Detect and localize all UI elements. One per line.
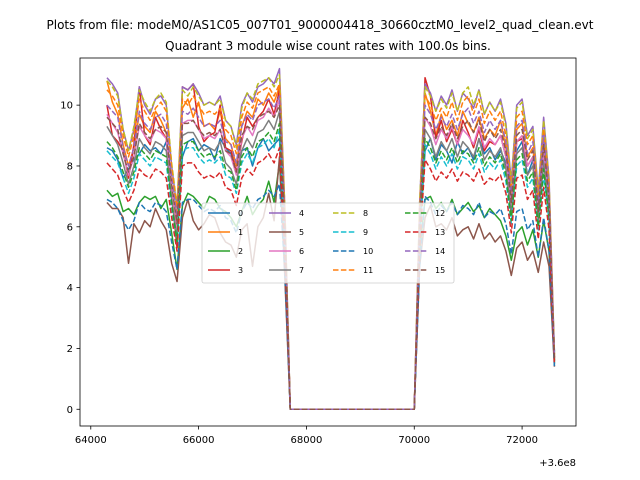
- x-offset-label: +3.6e8: [539, 458, 576, 469]
- y-tick-label: 8: [67, 161, 73, 172]
- legend-label-15: 15: [435, 266, 445, 275]
- y-tick-label: 6: [67, 222, 73, 233]
- legend-label-1: 1: [238, 228, 243, 237]
- figure-suptitle: Plots from file: modeM0/AS1C05_007T01_90…: [47, 18, 594, 32]
- series-group: [106, 67, 556, 411]
- series-line-15: [106, 104, 556, 411]
- chart-title: Quadrant 3 module wise count rates with …: [165, 39, 491, 53]
- legend-label-3: 3: [238, 266, 243, 275]
- y-tick-label: 4: [67, 283, 73, 294]
- legend-label-0: 0: [238, 209, 243, 218]
- legend-label-5: 5: [299, 228, 304, 237]
- legend-label-9: 9: [363, 228, 368, 237]
- x-tick-label: 70000: [398, 435, 430, 446]
- x-tick-label: 72000: [506, 435, 538, 446]
- legend-label-2: 2: [238, 247, 243, 256]
- legend-label-12: 12: [435, 209, 445, 218]
- x-tick-label: 66000: [183, 435, 215, 446]
- legend-label-7: 7: [299, 266, 304, 275]
- legend-label-10: 10: [363, 247, 373, 256]
- y-tick-label: 0: [67, 405, 73, 416]
- y-tick-label: 10: [60, 101, 73, 112]
- legend-label-14: 14: [435, 247, 445, 256]
- y-tick-label: 2: [67, 344, 73, 355]
- legend-label-11: 11: [363, 266, 373, 275]
- x-tick-label: 68000: [291, 435, 323, 446]
- legend-label-13: 13: [435, 228, 445, 237]
- legend-box: [201, 202, 455, 284]
- legend-label-4: 4: [299, 209, 304, 218]
- axes-frame: [79, 57, 577, 427]
- legend-label-6: 6: [299, 247, 304, 256]
- legend-label-8: 8: [363, 209, 368, 218]
- plot-area: [106, 67, 556, 411]
- x-tick-label: 64000: [75, 435, 107, 446]
- series-line-12: [106, 122, 556, 411]
